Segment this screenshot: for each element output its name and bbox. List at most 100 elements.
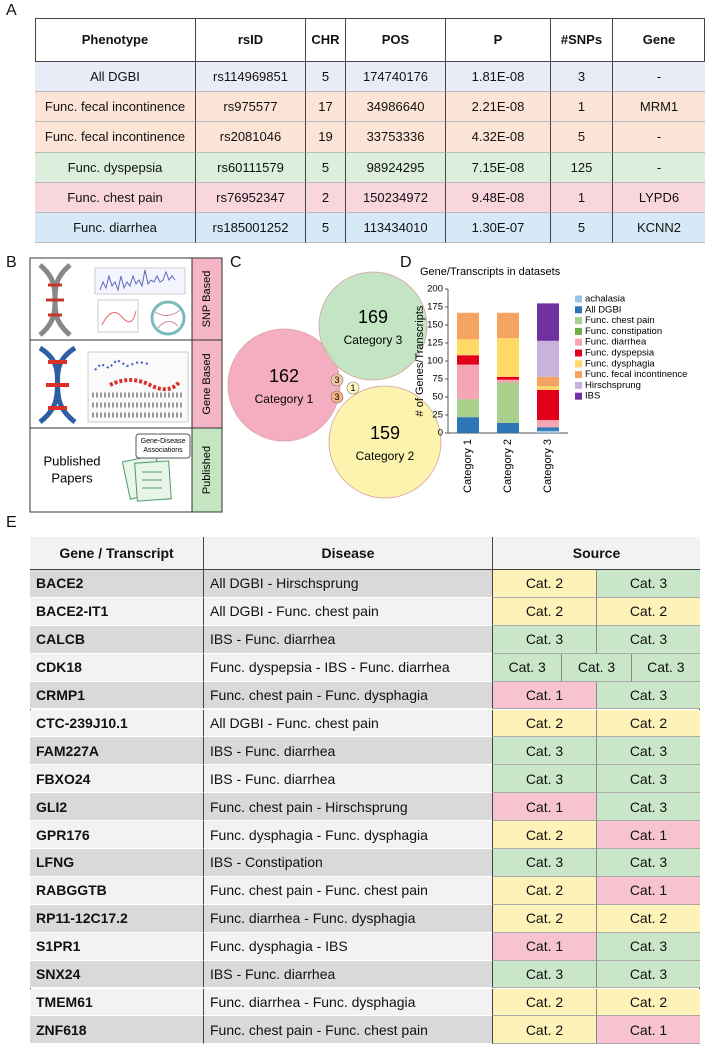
bar-segment	[537, 376, 559, 387]
dna-icon	[46, 360, 69, 410]
gene-cell: GLI2	[30, 793, 203, 822]
table-header-cell: Gene / Transcript	[30, 537, 203, 570]
table-header-cell: rsID	[195, 18, 305, 62]
note-label: Gene-Disease	[141, 438, 186, 445]
table-header-cell: #SNPs	[550, 18, 612, 62]
source-cell: Cat. 3	[596, 625, 700, 654]
table-cell: 3	[550, 62, 612, 93]
gene-cell: GPR176	[30, 821, 203, 849]
disease-cell: Func. chest pain - Func. chest pain	[203, 876, 492, 905]
panel-label: D	[400, 254, 412, 271]
table-cell: 19	[305, 122, 345, 153]
legend-label: achalasia	[585, 294, 626, 305]
source-cell: Cat. 2	[596, 709, 700, 738]
source-cell: Cat. 3	[596, 737, 700, 766]
venn-count: 169	[358, 307, 388, 327]
gene-cell: SNX24	[30, 960, 203, 989]
source-cell: Cat. 3	[596, 793, 700, 822]
disease-cell: Func. dysphagia - Func. dysphagia	[203, 821, 492, 849]
table-cell: 150234972	[345, 182, 445, 213]
y-axis-label: # of Genes/Transcripts	[414, 305, 426, 416]
legend-label: Func. fecal incontinence	[585, 369, 687, 380]
table-cell: 1	[550, 92, 612, 123]
venn-set	[328, 385, 442, 499]
legend-label: Func. dysphagia	[585, 358, 655, 369]
bar-segment	[537, 427, 559, 431]
disease-cell: Func. dysphagia - IBS	[203, 932, 492, 961]
track-strip	[191, 257, 223, 341]
table-cell: 1.81E-08	[445, 62, 550, 93]
panel-label: B	[6, 254, 17, 271]
table-cell: LYPD6	[612, 182, 705, 213]
gene-cell: FBXO24	[30, 765, 203, 794]
source-cell: Cat. 2	[492, 570, 596, 598]
note-box	[135, 433, 191, 459]
papers-label: Papers	[51, 470, 93, 485]
paper-icon	[134, 460, 172, 502]
source-cell: Cat. 3	[492, 625, 596, 654]
bar-segment	[457, 312, 479, 340]
legend-label: IBS	[585, 391, 600, 402]
legend-swatch	[575, 317, 582, 325]
source-cell: Cat. 3	[492, 960, 596, 989]
table-header-cell: CHR	[305, 18, 345, 62]
bar-segment	[457, 339, 479, 356]
manhattan-icon	[99, 269, 176, 292]
table-cell: rs60111579	[195, 152, 305, 183]
table-cell: KCNN2	[612, 213, 705, 244]
track-label: Gene Based	[201, 353, 213, 414]
source-cell: Cat. 3	[596, 570, 700, 598]
source-cell: Cat. 2	[492, 876, 596, 905]
source-cell: Cat. 2	[492, 821, 596, 849]
gene-cell: CRMP1	[30, 681, 203, 710]
table-cell: 34986640	[345, 92, 445, 123]
table-cell: rs975577	[195, 92, 305, 123]
source-cell: Cat. 1	[596, 876, 700, 905]
track-strip	[191, 339, 223, 429]
source-cell: Cat. 3	[630, 653, 700, 682]
gene-cell: TMEM61	[30, 988, 203, 1017]
bar-segment	[457, 399, 479, 418]
y-tick-label: 150	[427, 320, 443, 331]
table-header-cell: P	[445, 18, 550, 62]
track-label: SNP Based	[201, 271, 213, 328]
circos-icon	[154, 309, 181, 329]
table-cell: rs2081046	[195, 122, 305, 153]
plot-icon	[101, 310, 137, 326]
gene-cell: S1PR1	[30, 932, 203, 961]
table-cell: 1	[550, 182, 612, 213]
disease-cell: All DGBI - Func. chest pain	[203, 597, 492, 626]
table-cell: MRM1	[612, 92, 705, 123]
legend-swatch	[575, 349, 582, 357]
legend-swatch	[575, 327, 582, 335]
source-cell: Cat. 3	[492, 849, 596, 877]
table-cell: 5	[305, 62, 345, 93]
source-cell: Cat. 1	[492, 793, 596, 822]
source-cell: Cat. 1	[596, 1016, 700, 1045]
table-header-cell: Phenotype	[35, 18, 195, 62]
gene-cell: RP11-12C17.2	[30, 904, 203, 933]
y-tick-label: 175	[427, 302, 443, 313]
gene-cell: FAM227A	[30, 737, 203, 766]
gene-cell: ZNF618	[30, 1016, 203, 1045]
table-cell: 33753336	[345, 122, 445, 153]
source-cell: Cat. 1	[596, 821, 700, 849]
gene-cell: LFNG	[30, 849, 203, 877]
source-cell: Cat. 3	[596, 960, 700, 989]
track-strip	[191, 427, 223, 513]
paper-icon	[142, 471, 162, 489]
source-cell: Cat. 2	[492, 709, 596, 738]
table-cell: 5	[305, 152, 345, 183]
venn-count: 159	[370, 423, 400, 443]
table-cell: Func. fecal incontinence	[35, 92, 195, 123]
source-cell: Cat. 3	[492, 765, 596, 794]
legend-label: Func. constipation	[585, 326, 662, 337]
bar-segment	[457, 355, 479, 365]
gene-cell: CDK18	[30, 653, 203, 682]
table-cell: Func. fecal incontinence	[35, 122, 195, 153]
venn-set	[318, 271, 428, 381]
panel-label: E	[6, 514, 17, 531]
disease-cell: IBS - Func. diarrhea	[203, 737, 492, 766]
chart-title: Gene/Transcripts in datasets	[420, 266, 561, 278]
